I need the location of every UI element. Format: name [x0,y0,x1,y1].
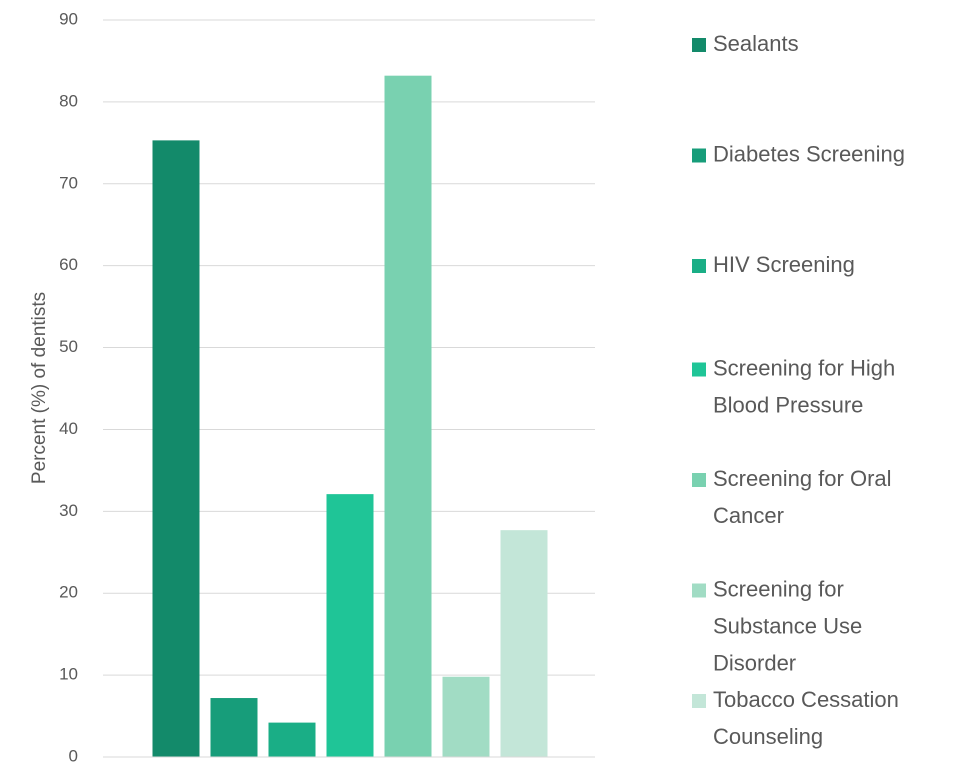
bar [500,530,548,757]
legend-label: HIV Screening [713,252,855,277]
bar [152,140,200,758]
y-tick-label: 50 [59,337,78,356]
legend-label: Screening for Oral Cancer [713,466,892,528]
legend-label: Tobacco Cessation Counseling [713,687,899,749]
bar [210,698,258,757]
y-tick-label: 20 [59,583,78,602]
legend-swatch [692,473,706,487]
legend-label: Diabetes Screening [713,141,905,166]
y-tick-label: 10 [59,665,78,684]
legend-label: Screening for Substance Use Disorder [713,576,862,675]
legend-swatch [692,362,706,377]
bar [268,722,316,757]
bar [442,676,490,757]
y-tick-label: 30 [59,501,78,520]
legend-swatch [692,38,706,52]
y-tick-label: 40 [59,419,78,438]
y-tick-label: 60 [59,255,78,274]
legend-swatch [692,694,706,708]
y-tick-label: 90 [59,9,78,28]
y-tick-label: 80 [59,91,78,110]
y-axis-title: Percent (%) of dentists [29,292,50,484]
bar [384,75,432,757]
y-tick-label: 0 [69,746,78,764]
legend-swatch [692,583,706,598]
y-tick-label: 70 [59,173,78,192]
legend-swatch [692,148,706,163]
legend-label: Screening for High Blood Pressure [713,355,895,417]
legend-label: Sealants [713,31,799,56]
bar [326,494,374,757]
legend-swatch [692,259,706,273]
